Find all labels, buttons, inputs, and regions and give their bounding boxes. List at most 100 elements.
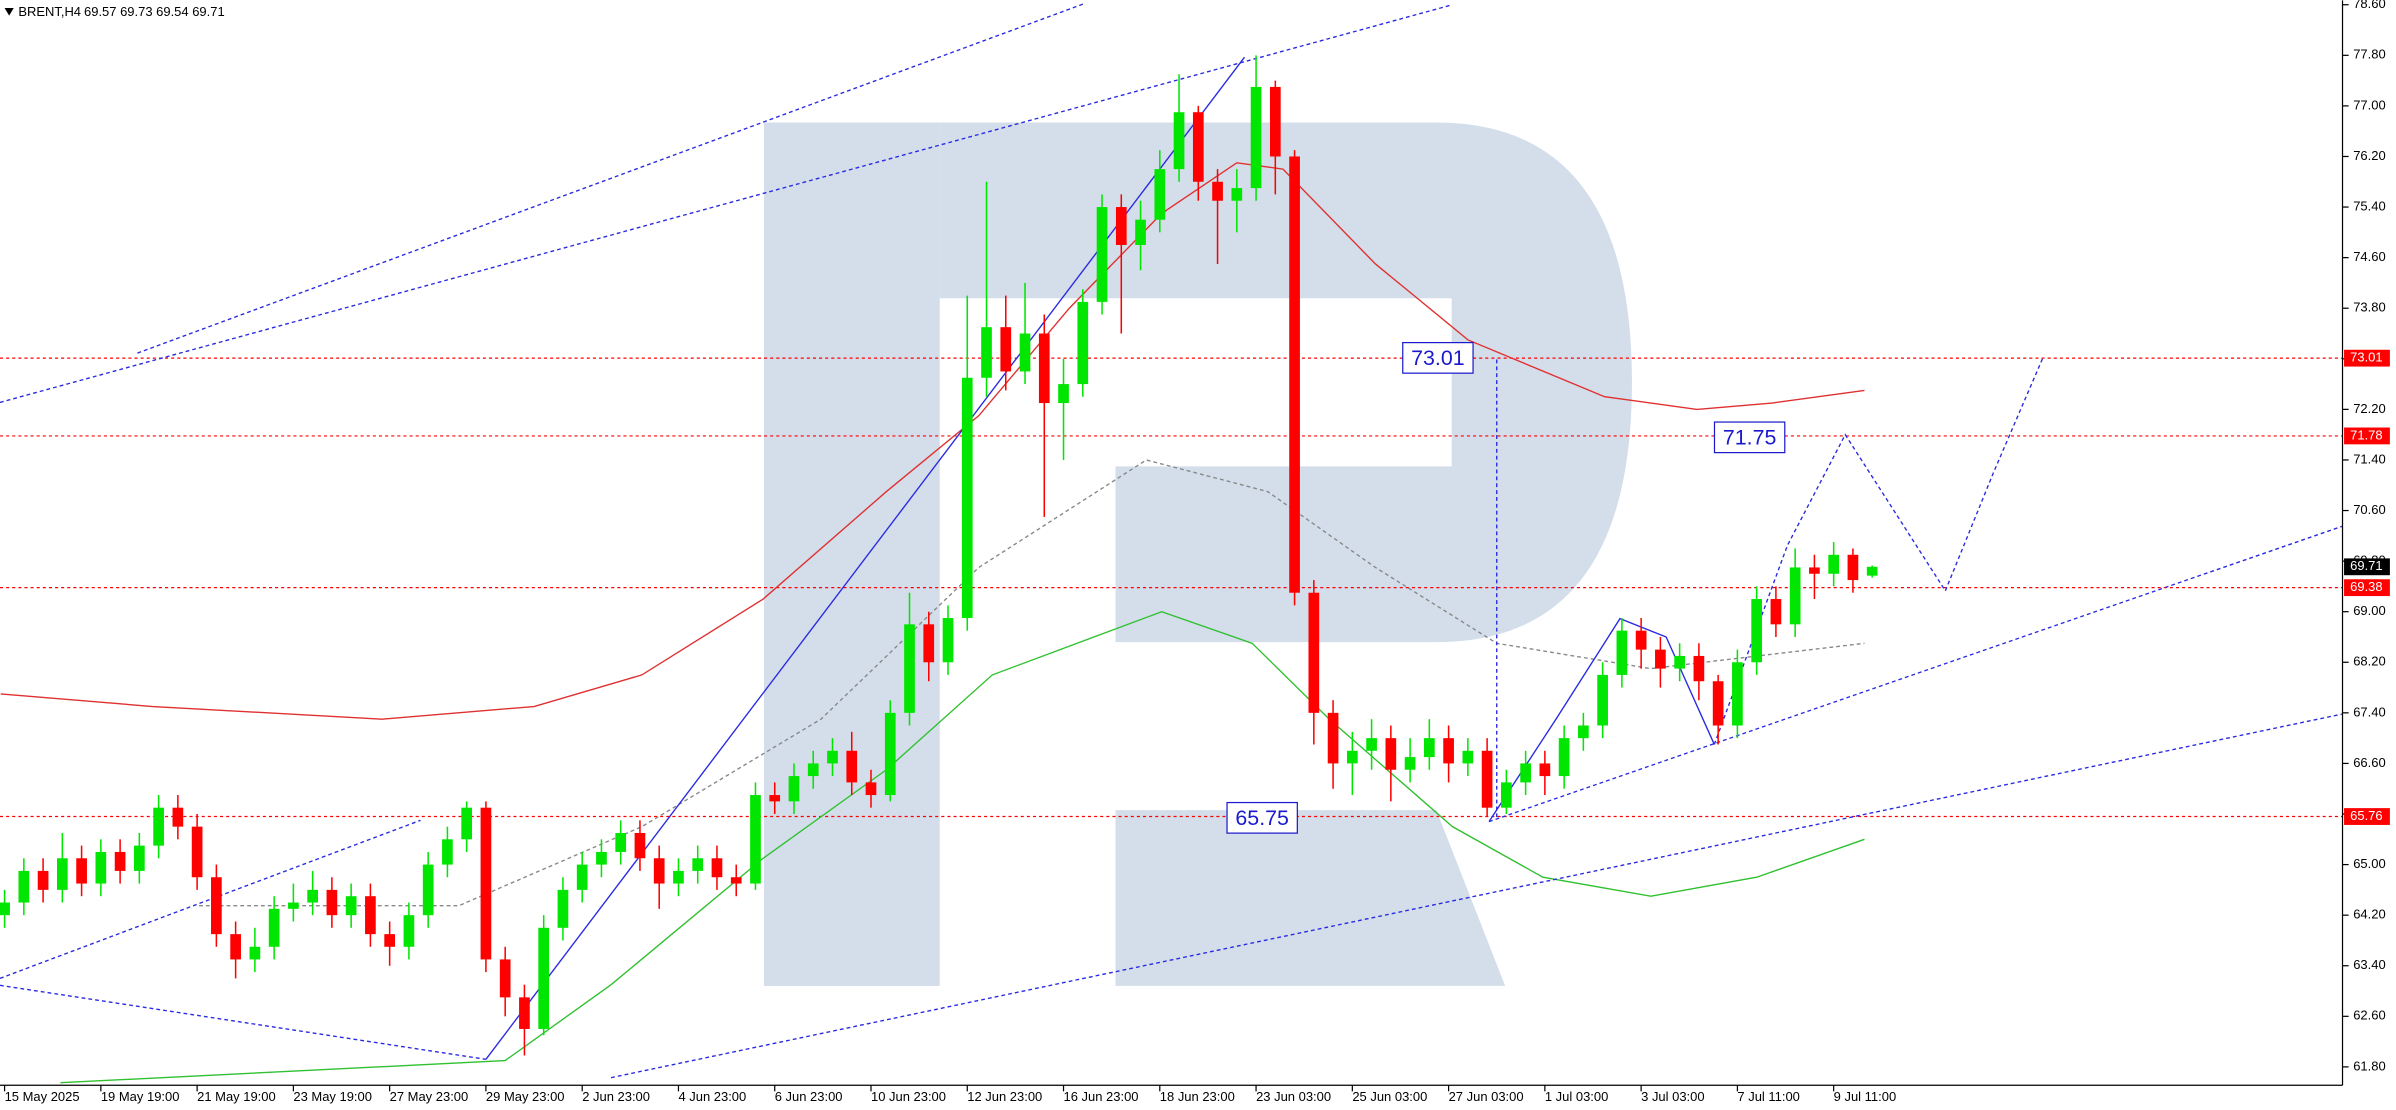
candle-body: [1616, 630, 1628, 675]
candle-body: [1019, 333, 1031, 372]
candle-body: [730, 877, 742, 884]
annotation: 71.75: [1723, 426, 1777, 450]
candle-body: [1289, 156, 1300, 593]
candle-body: [76, 858, 87, 884]
y-tick-label: 70.60: [2353, 502, 2385, 517]
candle-body: [1770, 599, 1782, 625]
candle-body: [384, 934, 396, 947]
candle-body: [634, 832, 646, 859]
overlay-line: [610, 713, 2343, 1079]
candle-body: [1539, 763, 1551, 777]
overlay-line: [0, 4, 1453, 404]
overlay-line: [0, 819, 421, 980]
y-tick-label: 77.80: [2353, 47, 2385, 62]
candle-body: [56, 858, 68, 890]
y-tick-label: 68.20: [2353, 654, 2385, 669]
annotation-box: [1402, 341, 1474, 374]
candle-body: [981, 327, 992, 378]
candle-body: [1115, 207, 1127, 245]
x-tick-label: 21 May 19:00: [197, 1089, 276, 1104]
candle-body: [365, 896, 376, 935]
candle-body: [615, 832, 627, 852]
x-tick-label: 29 May 23:00: [486, 1089, 565, 1104]
candle-body: [1732, 662, 1743, 726]
candle-body: [788, 776, 800, 802]
menu-arrow: [4, 7, 14, 16]
candle-body: [884, 712, 896, 796]
candle-body: [1866, 566, 1878, 576]
candle-body: [923, 624, 935, 663]
candle-body: [1077, 301, 1089, 385]
candle-body: [1847, 554, 1859, 581]
candle-body: [1000, 327, 1012, 372]
candle-body: [480, 807, 492, 960]
x-tick-label: 9 Jul 11:00: [1834, 1089, 1897, 1104]
x-tick-label: 19 May 19:00: [101, 1089, 180, 1104]
candle-body: [1366, 738, 1377, 751]
price-label-box: [2344, 349, 2390, 367]
x-tick-label: 4 Jun 23:00: [678, 1089, 746, 1104]
candle-body: [904, 624, 915, 713]
overlay-line: [60, 610, 1865, 1084]
candle-body: [1828, 554, 1840, 574]
candle-body: [1712, 681, 1724, 726]
candle-body: [134, 845, 145, 871]
x-tick-label: 2 Jun 23:00: [582, 1089, 650, 1104]
candle-body: [268, 908, 280, 947]
y-tick-label: 61.80: [2353, 1058, 2385, 1073]
y-tick-label: 72.20: [2353, 401, 2385, 416]
x-tick-label: 18 Jun 23:00: [1160, 1089, 1235, 1104]
y-tick-label: 74.60: [2353, 249, 2385, 264]
x-tick-label: 25 Jun 03:00: [1352, 1089, 1427, 1104]
y-tick-label: 78.60: [2353, 0, 2385, 11]
overlay-line: [1488, 525, 2343, 823]
price-label: 71.78: [2350, 427, 2382, 442]
x-tick-label: 23 May 19:00: [293, 1089, 372, 1104]
y-tick-label: 71.40: [2353, 451, 2385, 466]
x-tick-label: 12 Jun 23:00: [967, 1089, 1042, 1104]
y-tick-label: 76.20: [2353, 148, 2385, 163]
candle-body: [499, 959, 511, 998]
annotation-box: [1713, 421, 1786, 454]
candle-body: [961, 377, 973, 619]
x-tick-label: 6 Jun 23:00: [775, 1089, 843, 1104]
candle-body: [1096, 207, 1108, 302]
candle-body: [1558, 738, 1570, 777]
annotation: 73.01: [1411, 346, 1464, 370]
overlay-line: [1488, 617, 1715, 822]
candle-body: [807, 763, 819, 777]
candle-body: [95, 851, 107, 884]
price-label: 65.76: [2350, 808, 2382, 823]
candle-body: [1443, 738, 1454, 764]
candle-body: [1501, 782, 1512, 808]
x-tick-label: 3 Jul 03:00: [1641, 1089, 1704, 1104]
candle-body: [1212, 181, 1223, 201]
candle-body: [538, 927, 550, 1029]
candle-body: [1424, 738, 1435, 758]
x-tick-label: 1 Jul 03:00: [1545, 1089, 1608, 1104]
price-label-box: [2344, 579, 2390, 597]
price-label-box: [2344, 558, 2390, 576]
y-tick-label: 73.80: [2353, 300, 2385, 315]
y-tick-label: 62.60: [2353, 1008, 2385, 1023]
candle-body: [114, 851, 126, 871]
candle-body: [1809, 567, 1820, 574]
candle-body: [1674, 655, 1685, 669]
candle-body: [1385, 738, 1397, 770]
y-tick-label: 67.40: [2353, 704, 2385, 719]
candle-body: [1578, 725, 1589, 739]
candle-body: [653, 858, 665, 884]
candle-body: [673, 870, 684, 884]
price-label: 73.01: [2350, 350, 2382, 365]
candle-body: [18, 870, 30, 903]
overlay-line: [0, 162, 1865, 720]
candle-body: [461, 807, 473, 840]
candle-body: [153, 807, 164, 846]
x-tick-label: 10 Jun 23:00: [871, 1089, 946, 1104]
candle-body: [307, 889, 318, 903]
y-tick-label: 66.60: [2353, 755, 2385, 770]
candle-body: [827, 750, 838, 764]
candle-body: [692, 858, 704, 871]
candle-body: [711, 858, 723, 878]
